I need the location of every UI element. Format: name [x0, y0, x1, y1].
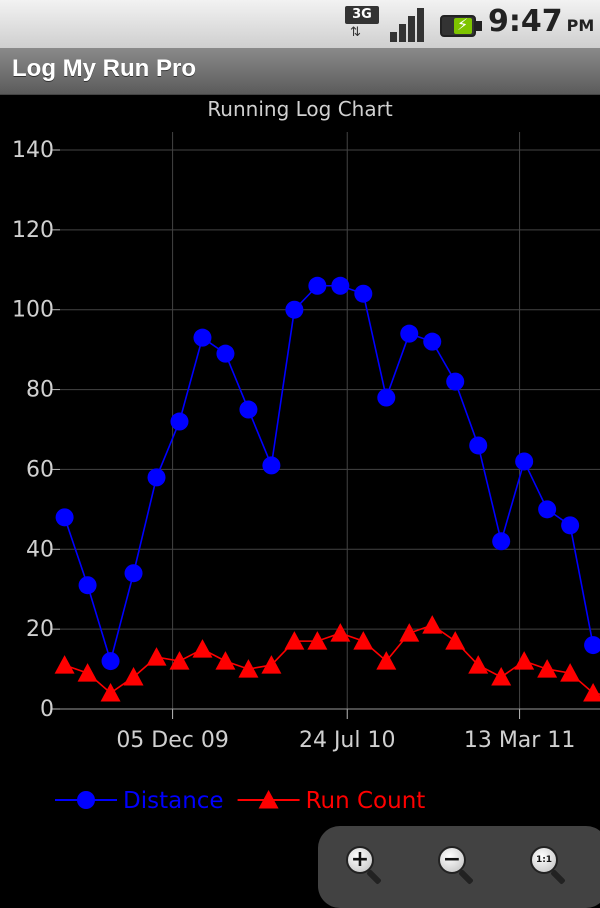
zoom-in-button[interactable]: +	[344, 844, 388, 888]
run-count-point	[238, 659, 259, 678]
run-count-point	[169, 651, 190, 670]
run-count-legend-label: Run Count	[306, 788, 426, 814]
battery-charging-icon: ⚡	[440, 6, 482, 40]
distance-point	[400, 324, 419, 343]
y-tick-label: 60	[26, 457, 54, 482]
run-count-point	[77, 663, 98, 682]
distance-point	[561, 516, 580, 535]
distance-point	[193, 328, 212, 347]
run-count-point	[192, 639, 213, 658]
y-tick-label: 80	[26, 378, 54, 403]
run-count-point	[583, 683, 600, 702]
running-log-chart[interactable]: Running Log Chart 0 20 40 60 80 100 120 140 05 D…	[0, 94, 600, 900]
run-count-point	[422, 615, 443, 634]
run-count-legend-marker	[258, 790, 279, 809]
distance-point	[262, 456, 281, 475]
chart-title: Running Log Chart	[207, 97, 393, 121]
app-title-bar: Log My Run Pro	[0, 48, 600, 95]
distance-point	[78, 576, 97, 595]
distance-legend-marker	[77, 791, 95, 809]
distance-point	[446, 372, 465, 391]
distance-point	[285, 300, 304, 319]
zoom-reset-button[interactable]: 1:1	[528, 844, 572, 888]
distance-point	[55, 508, 74, 527]
x-tick-label: 05 Dec 09	[116, 728, 229, 753]
distance-point	[101, 652, 120, 671]
status-clock: 9:47 PM	[488, 4, 594, 39]
y-tick-label: 120	[12, 218, 54, 243]
distance-point	[584, 636, 600, 655]
distance-point	[469, 436, 488, 455]
run-count-point	[399, 623, 420, 642]
zoom-controls: + − 1:1	[318, 826, 600, 908]
run-count-point	[307, 631, 328, 650]
y-tick-label: 0	[40, 697, 54, 722]
run-count-point	[146, 647, 167, 666]
x-tick-label: 24 Jul 10	[299, 728, 396, 753]
run-count-point	[54, 655, 75, 674]
distance-point	[331, 276, 350, 295]
y-tick-label: 100	[12, 298, 54, 323]
run-count-point	[445, 631, 466, 650]
run-count-point	[560, 663, 581, 682]
y-tick-label: 140	[12, 138, 54, 163]
y-tick-label: 40	[26, 537, 54, 562]
signal-icon	[390, 6, 430, 42]
distance-point	[216, 344, 235, 363]
distance-point	[239, 400, 258, 419]
distance-point	[308, 276, 327, 295]
distance-point	[492, 532, 511, 551]
distance-point	[147, 468, 166, 487]
distance-point	[377, 388, 396, 407]
clock-ampm: PM	[566, 16, 595, 35]
run-count-point	[330, 623, 351, 642]
run-count-point	[353, 631, 374, 650]
zoom-in-icon: +	[346, 846, 374, 874]
distance-point	[515, 452, 534, 471]
run-count-point	[215, 651, 236, 670]
distance-point	[538, 500, 557, 519]
clock-time: 9:47	[488, 4, 563, 39]
run-count-point	[100, 683, 121, 702]
distance-point	[423, 332, 442, 351]
status-bar: 3G ⇅ ⚡ 9:47 PM	[0, 0, 600, 48]
run-count-point	[123, 667, 144, 686]
run-count-point	[261, 655, 282, 674]
run-count-point	[537, 659, 558, 678]
distance-legend-label: Distance	[123, 788, 224, 814]
app-title: Log My Run Pro	[12, 55, 196, 82]
y-tick-label: 20	[26, 617, 54, 642]
network-type-label: 3G	[345, 6, 379, 24]
data-arrows-icon: ⇅	[350, 25, 361, 40]
run-count-point	[284, 631, 305, 650]
distance-point	[170, 412, 189, 431]
3g-icon: 3G ⇅	[344, 6, 382, 42]
distance-point	[124, 564, 143, 583]
run-count-point	[468, 655, 489, 674]
zoom-out-button[interactable]: −	[436, 844, 480, 888]
x-tick-label: 13 Mar 11	[464, 728, 575, 753]
run-count-point	[491, 667, 512, 686]
distance-point	[354, 284, 373, 303]
run-count-point	[514, 651, 535, 670]
run-count-point	[376, 651, 397, 670]
